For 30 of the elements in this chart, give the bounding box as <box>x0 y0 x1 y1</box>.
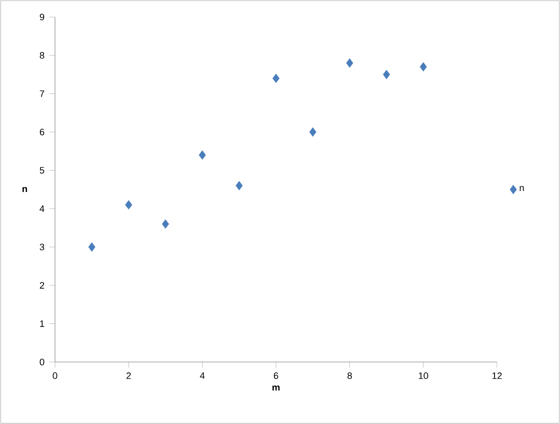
point <box>420 62 427 72</box>
point <box>236 181 243 190</box>
y-axis-title: n <box>22 186 28 192</box>
x-tick-label: 8 <box>347 372 352 379</box>
y-tick-label: 7 <box>40 90 44 97</box>
y-tick-label: 6 <box>40 128 44 136</box>
x-tick-label: 2 <box>126 372 131 379</box>
point <box>309 127 316 137</box>
point <box>198 150 206 160</box>
x-axis-title: m <box>272 385 280 391</box>
x-tick-label: 12 <box>492 372 502 379</box>
x-tick-label: 4 <box>200 372 205 379</box>
x-tick-label: 6 <box>274 372 278 379</box>
y-tick-label: 0 <box>40 358 44 366</box>
y-tick-label: 1 <box>40 320 44 327</box>
point <box>272 74 280 83</box>
legend-label: n <box>520 186 524 192</box>
y-tick-label: 5 <box>40 167 44 174</box>
point <box>88 242 96 252</box>
y-tick-label: 2 <box>40 282 44 289</box>
point <box>383 70 390 80</box>
x-tick-label: 10 <box>418 372 428 379</box>
point <box>346 58 354 68</box>
y-tick-label: 8 <box>40 52 44 59</box>
point <box>125 200 132 210</box>
point <box>162 219 169 229</box>
y-tick-label: 4 <box>40 205 44 212</box>
x-tick-label: 0 <box>52 372 58 379</box>
y-tick-label: 3 <box>40 244 44 250</box>
y-tick-label: 9 <box>40 14 44 20</box>
